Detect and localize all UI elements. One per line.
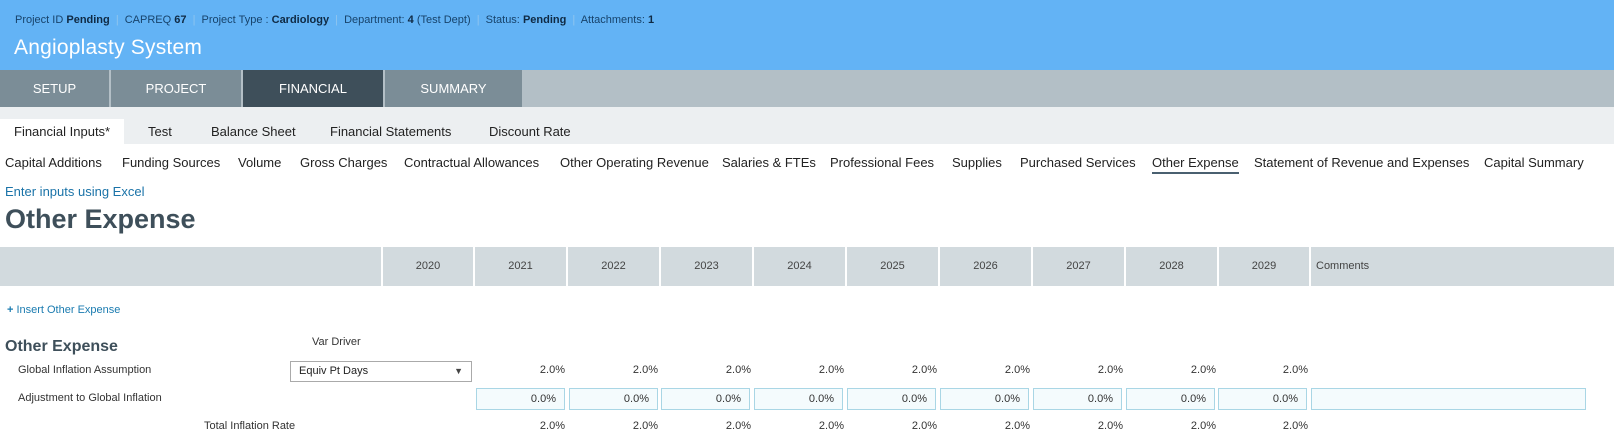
project-header: Project ID Pending | CAPREQ 67 | Project… (0, 0, 1614, 70)
project-title: Angioplasty System (14, 36, 203, 59)
tab-summary[interactable]: SUMMARY (385, 70, 522, 107)
excel-input-link[interactable]: Enter inputs using Excel (5, 184, 145, 199)
page-title: Other Expense (5, 204, 196, 234)
project-meta: Project ID Pending | CAPREQ 67 | Project… (15, 14, 654, 26)
year-column-header: 2022 (566, 247, 659, 286)
global-inflation-label: Global Inflation Assumption (18, 364, 152, 376)
meta-separator: | (192, 14, 196, 26)
meta-separator: | (115, 14, 119, 26)
subtab-discount-rate[interactable]: Discount Rate (489, 124, 571, 139)
status-value: Pending (522, 14, 567, 26)
plus-icon: + (7, 304, 14, 316)
section-professional-fees[interactable]: Professional Fees (830, 155, 935, 170)
global-inflation-value: 2.0% (1097, 364, 1123, 376)
adjustment-label: Adjustment to Global Inflation (18, 392, 162, 404)
tab-project[interactable]: PROJECT (111, 70, 241, 107)
project-id-label: Project ID (15, 14, 64, 26)
total-inflation-value: 2.0% (632, 420, 658, 432)
project-type-value: Cardiology (271, 14, 330, 26)
project-id-value: Pending (66, 14, 110, 26)
adjustment-input[interactable]: 0.0% (1218, 388, 1307, 410)
caret-down-icon: ▼ (454, 366, 463, 376)
adjustment-comment-input[interactable] (1311, 388, 1586, 410)
section-heading: Other Expense (5, 338, 118, 355)
year-column-header: 2025 (845, 247, 938, 286)
attachments-label: Attachments: (580, 14, 645, 26)
grid-header: 2020 2021 2022 2023 2024 2025 2026 2027 … (0, 247, 1614, 286)
var-driver-selected: Equiv Pt Days (299, 365, 369, 377)
section-statement-revenue-expenses[interactable]: Statement of Revenue and Expenses (1254, 155, 1470, 170)
section-nav: Capital Additions Funding Sources Volume… (0, 152, 1614, 176)
tab-setup[interactable]: SETUP (0, 70, 109, 107)
section-supplies[interactable]: Supplies (952, 155, 1002, 170)
department-name: (Test Dept) (416, 14, 471, 26)
year-column-header: 2020 (381, 247, 473, 286)
section-volume[interactable]: Volume (238, 155, 282, 170)
subtab-test[interactable]: Test (148, 124, 172, 139)
meta-separator: | (335, 14, 338, 26)
var-driver-label: Var Driver (312, 336, 361, 348)
year-column-header: 2028 (1124, 247, 1217, 286)
adjustment-input[interactable]: 0.0% (847, 388, 936, 410)
global-inflation-value: 2.0% (818, 364, 844, 376)
year-column-header: 2029 (1217, 247, 1309, 286)
section-capital-additions[interactable]: Capital Additions (5, 155, 102, 170)
total-inflation-value: 2.0% (1097, 420, 1123, 432)
capreq-value: 67 (174, 14, 187, 26)
global-inflation-value: 2.0% (1004, 364, 1030, 376)
status-label: Status: (485, 14, 520, 26)
adjustment-input[interactable]: 0.0% (476, 388, 565, 410)
attachments-count[interactable]: 1 (647, 14, 655, 26)
total-inflation-value: 2.0% (911, 420, 937, 432)
total-inflation-value: 2.0% (1282, 420, 1308, 432)
total-inflation-value: 2.0% (725, 420, 751, 432)
total-inflation-label: Total Inflation Rate (204, 420, 296, 432)
meta-separator: | (572, 14, 576, 26)
section-salaries-ftes[interactable]: Salaries & FTEs (722, 155, 816, 170)
main-tab-bar: SETUP PROJECT FINANCIAL SUMMARY (0, 70, 1614, 107)
subtab-financial-statements[interactable]: Financial Statements (330, 124, 452, 139)
year-column-header: 2023 (659, 247, 752, 286)
total-inflation-value: 2.0% (818, 420, 844, 432)
section-capital-summary[interactable]: Capital Summary (1484, 155, 1584, 170)
section-gross-charges[interactable]: Gross Charges (300, 155, 388, 170)
department-label: Department: (344, 14, 405, 26)
meta-separator: | (476, 14, 480, 26)
global-inflation-value: 2.0% (539, 364, 565, 376)
section-other-expense[interactable]: Other Expense (1152, 155, 1239, 174)
comments-column-header: Comments (1309, 247, 1614, 286)
total-inflation-value: 2.0% (539, 420, 565, 432)
adjustment-input[interactable]: 0.0% (569, 388, 658, 410)
var-driver-select[interactable]: Equiv Pt Days ▼ (290, 361, 472, 382)
global-inflation-value: 2.0% (632, 364, 658, 376)
subtab-balance-sheet[interactable]: Balance Sheet (211, 124, 296, 139)
adjustment-input[interactable]: 0.0% (661, 388, 750, 410)
project-type-label: Project Type : (201, 14, 269, 26)
sub-tab-bar: Financial Inputs* Test Balance Sheet Fin… (0, 107, 1614, 144)
section-other-operating-revenue[interactable]: Other Operating Revenue (560, 155, 709, 170)
adjustment-input[interactable]: 0.0% (940, 388, 1029, 410)
section-funding-sources[interactable]: Funding Sources (122, 155, 221, 170)
adjustment-input[interactable]: 0.0% (754, 388, 843, 410)
total-inflation-value: 2.0% (1190, 420, 1216, 432)
total-inflation-value: 2.0% (1004, 420, 1030, 432)
year-column-header: 2026 (938, 247, 1031, 286)
global-inflation-value: 2.0% (1282, 364, 1308, 376)
tab-financial[interactable]: FINANCIAL (243, 70, 383, 107)
capreq-label: CAPREQ (124, 14, 172, 26)
global-inflation-value: 2.0% (1190, 364, 1216, 376)
department-number: 4 (407, 14, 414, 26)
adjustment-input[interactable]: 0.0% (1033, 388, 1122, 410)
year-column-header: 2027 (1031, 247, 1124, 286)
subtab-financial-inputs[interactable]: Financial Inputs* (0, 119, 125, 144)
insert-other-expense-link[interactable]: + Insert Other Expense (7, 304, 120, 316)
year-column-header: 2021 (473, 247, 566, 286)
adjustment-input[interactable]: 0.0% (1126, 388, 1215, 410)
section-contractual-allowances[interactable]: Contractual Allowances (404, 155, 540, 170)
global-inflation-value: 2.0% (911, 364, 937, 376)
section-purchased-services[interactable]: Purchased Services (1020, 155, 1136, 170)
year-column-header: 2024 (752, 247, 845, 286)
insert-other-expense-label: Insert Other Expense (16, 304, 121, 316)
global-inflation-value: 2.0% (725, 364, 751, 376)
